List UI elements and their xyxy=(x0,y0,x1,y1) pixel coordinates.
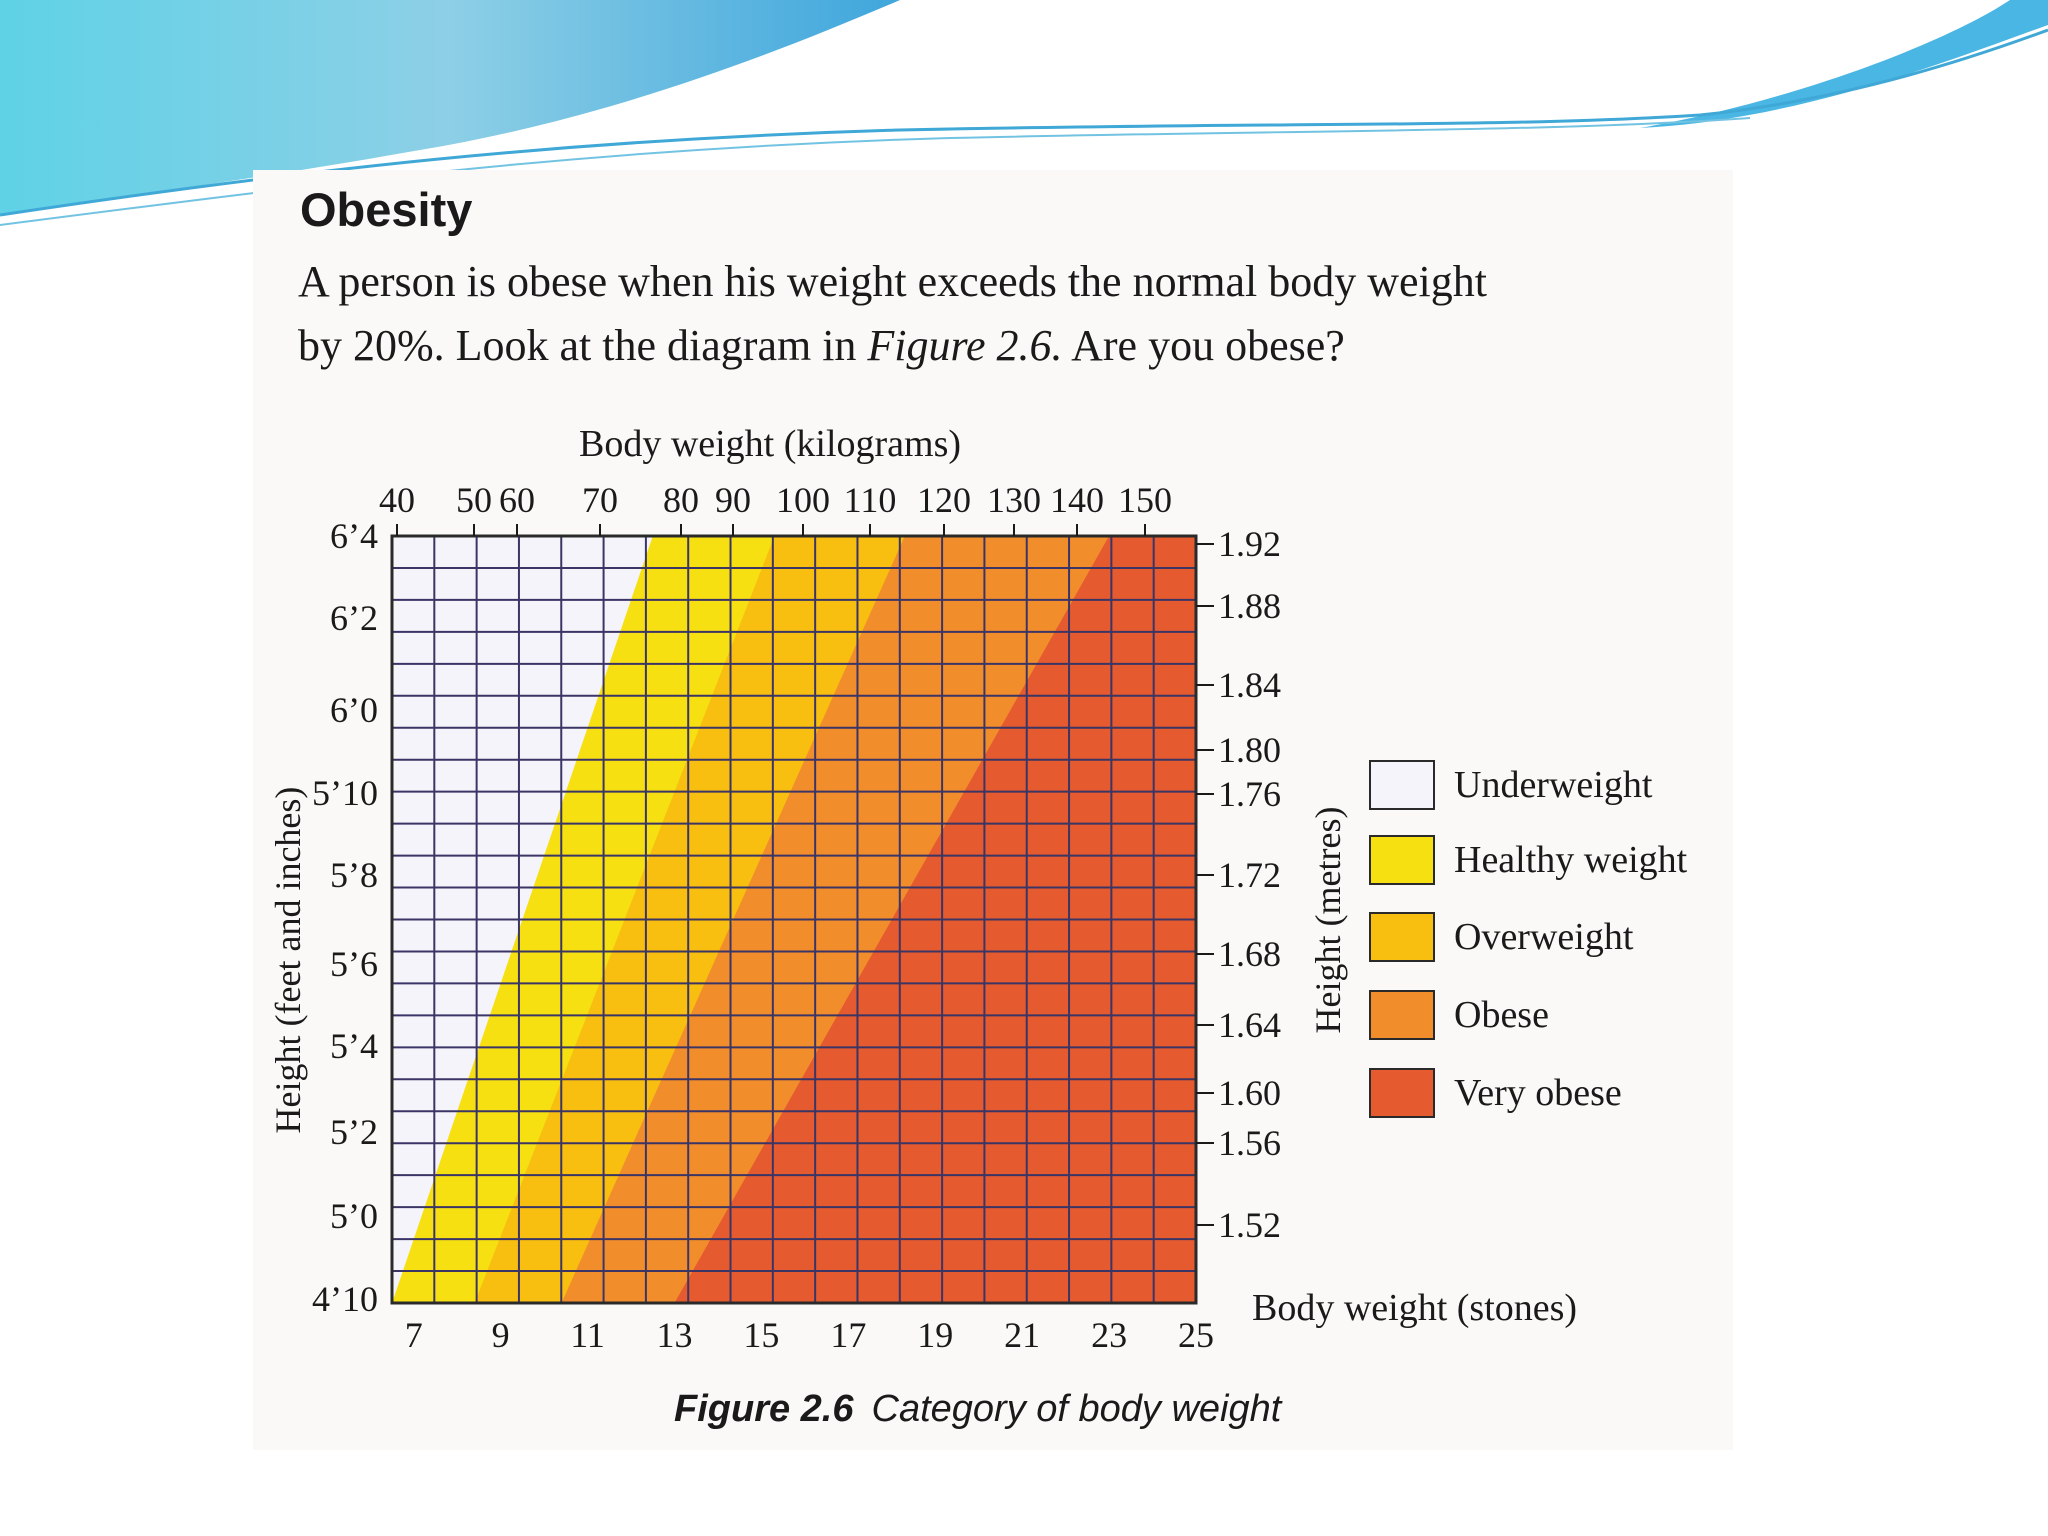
legend-swatch-healthy xyxy=(1369,835,1435,885)
section-heading: Obesity xyxy=(300,183,473,236)
plot-border xyxy=(390,534,1198,1305)
y-right-tick-label: 1.60 xyxy=(1218,1073,1281,1113)
x-top-tick-label: 130 xyxy=(987,480,1041,520)
x-bottom-tick-label: 7 xyxy=(405,1315,423,1355)
x-bottom-tick-label: 17 xyxy=(830,1315,866,1355)
y-right-tick-label: 1.56 xyxy=(1218,1123,1281,1163)
x-top-tick-label: 110 xyxy=(844,480,897,520)
figure-caption-text: Category of body weight xyxy=(871,1388,1282,1430)
y-right-tick-label: 1.64 xyxy=(1218,1005,1281,1045)
figure-caption: Figure 2.6 Category of body weight xyxy=(674,1388,1281,1431)
x-bottom-tick-label: 23 xyxy=(1091,1315,1127,1355)
y-left-tick-label: 5’2 xyxy=(330,1112,378,1152)
paragraph-line-2-start: by 20%. Look at the diagram in xyxy=(298,321,868,370)
legend-swatch-underweight xyxy=(1369,760,1435,810)
legend-label-underweight: Underweight xyxy=(1454,764,1653,806)
y-right-tick-label: 1.84 xyxy=(1218,665,1281,705)
y-right-tick-label: 1.68 xyxy=(1218,934,1281,974)
x-top-tick-label: 70 xyxy=(582,480,618,520)
x-bottom-tick-label: 15 xyxy=(743,1315,779,1355)
y-left-tick-label: 5’8 xyxy=(330,855,378,895)
paragraph-line-2-end: Are you obese? xyxy=(1062,321,1345,370)
y-right-tick-label: 1.76 xyxy=(1218,774,1281,814)
x-top-tick-label: 100 xyxy=(776,480,830,520)
banner-wave xyxy=(0,0,2048,226)
x-top-tick-label: 140 xyxy=(1050,480,1104,520)
y-right-tick-label: 1.92 xyxy=(1218,524,1281,564)
x-top-tick-label: 150 xyxy=(1118,480,1172,520)
figure-reference: Figure 2.6. xyxy=(867,321,1063,370)
intro-paragraph: A person is obese when his weight exceed… xyxy=(298,250,1738,378)
legend-swatch-very-obese xyxy=(1369,1068,1435,1118)
legend-label-obese: Obese xyxy=(1454,994,1549,1036)
figure-caption-label: Figure 2.6 xyxy=(674,1388,854,1430)
legend-swatch-obese xyxy=(1369,990,1435,1040)
y-left-tick-label: 6’4 xyxy=(330,516,378,556)
y-right-tick-label: 1.80 xyxy=(1218,730,1281,770)
x-top-tick-label: 40 xyxy=(379,480,415,520)
paragraph-line-1: A person is obese when his weight exceed… xyxy=(298,257,1487,306)
x-top-tick-label: 120 xyxy=(917,480,971,520)
y-right-tick-label: 1.52 xyxy=(1218,1205,1281,1245)
y-left-tick-label: 6’2 xyxy=(330,598,378,638)
x-bottom-tick-label: 11 xyxy=(570,1315,605,1355)
legend-swatch-overweight xyxy=(1369,912,1435,962)
y-left-tick-label: 4’10 xyxy=(312,1279,378,1319)
x-bottom-tick-label: 13 xyxy=(656,1315,692,1355)
y-left-tick-label: 6’0 xyxy=(330,690,378,730)
y-left-tick-label: 5’0 xyxy=(330,1196,378,1236)
legend-label-very-obese: Very obese xyxy=(1454,1072,1622,1114)
x-bottom-tick-label: 9 xyxy=(492,1315,510,1355)
x-top-tick-label: 80 xyxy=(663,480,699,520)
x-top-tick-label: 50 xyxy=(456,480,492,520)
legend-label-overweight: Overweight xyxy=(1454,916,1634,958)
y-right-tick-label: 1.88 xyxy=(1218,586,1281,626)
y-right-axis-label: Height (metres) xyxy=(1308,807,1348,1034)
x-bottom-axis-label: Body weight (stones) xyxy=(1252,1287,1577,1329)
y-right-tick-label: 1.72 xyxy=(1218,855,1281,895)
x-bottom-tick-label: 21 xyxy=(1004,1315,1040,1355)
y-left-axis-label: Height (feet and inches) xyxy=(268,787,308,1134)
x-top-tick-label: 60 xyxy=(499,480,535,520)
x-bottom-tick-label: 25 xyxy=(1178,1315,1214,1355)
x-top-tick-label: 90 xyxy=(715,480,751,520)
legend-label-healthy: Healthy weight xyxy=(1454,839,1688,881)
y-left-tick-label: 5’4 xyxy=(330,1026,378,1066)
y-left-tick-label: 5’6 xyxy=(330,944,378,984)
x-bottom-tick-label: 19 xyxy=(917,1315,953,1355)
y-left-tick-label: 5’10 xyxy=(312,773,378,813)
x-top-axis-label: Body weight (kilograms) xyxy=(579,423,961,465)
